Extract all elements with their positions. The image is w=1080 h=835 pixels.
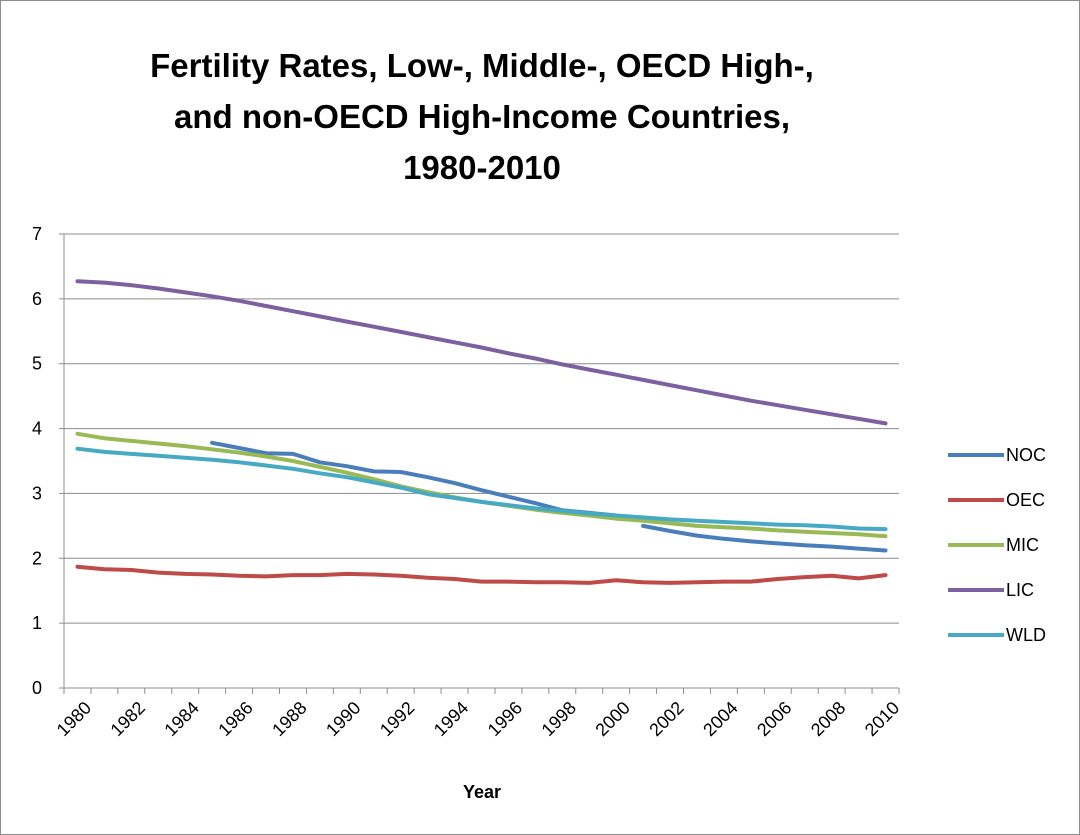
x-tick-label-1980: 1980 — [53, 698, 95, 740]
chart-title: Fertility Rates, Low-, Middle-, OECD Hig… — [150, 47, 814, 186]
legend-label-noc: NOC — [1006, 445, 1046, 465]
series-line-oec — [75, 564, 888, 585]
x-tick-label-1986: 1986 — [214, 698, 256, 740]
series-line-mic — [75, 431, 888, 539]
x-tick-label-2008: 2008 — [807, 698, 849, 740]
gridlines — [64, 233, 899, 624]
legend: NOC OEC MIC LIC WLD — [948, 445, 1046, 645]
y-tick-label-3: 3 — [32, 483, 42, 503]
x-axis-title: Year — [463, 782, 501, 802]
legend-label-oec: OEC — [1006, 490, 1045, 510]
legend-label-mic: MIC — [1006, 535, 1039, 555]
y-tick-label-2: 2 — [32, 548, 42, 568]
y-tick-label-5: 5 — [32, 354, 42, 374]
legend-label-wld: WLD — [1006, 625, 1046, 645]
series-line-wld — [75, 446, 888, 532]
y-tick-label-1: 1 — [32, 613, 42, 633]
x-tick-label-2000: 2000 — [591, 698, 633, 740]
y-tick-label-4: 4 — [32, 419, 42, 439]
series-line-noc-segment-1 — [210, 440, 619, 518]
x-tick-label-1992: 1992 — [376, 698, 418, 740]
x-tick-label-2002: 2002 — [645, 698, 687, 740]
x-tick-label-1996: 1996 — [484, 698, 526, 740]
series-lines — [75, 279, 888, 585]
x-tick-label-1988: 1988 — [268, 698, 310, 740]
x-tick-label-1984: 1984 — [160, 698, 202, 740]
x-tick-label-1994: 1994 — [430, 698, 472, 740]
chart-title-line-2: and non-OECD High-Income Countries, — [174, 98, 790, 135]
y-tick-label-0: 0 — [32, 678, 42, 698]
legend-label-lic: LIC — [1006, 580, 1034, 600]
axes — [59, 233, 900, 694]
y-tick-label-7: 7 — [32, 224, 42, 244]
x-tick-label-1990: 1990 — [322, 698, 364, 740]
x-tick-label-1998: 1998 — [538, 698, 580, 740]
x-axis-tick-labels: 1980 1982 1984 1986 1988 1990 1992 1994 1996 1998… — [53, 698, 904, 740]
y-axis-tick-labels: 0 1 2 3 4 5 6 7 — [32, 224, 42, 698]
x-tick-label-2010: 2010 — [861, 698, 903, 740]
series-line-noc-segment-2 — [641, 523, 888, 553]
x-tick-label-1982: 1982 — [107, 698, 149, 740]
series-line-lic — [75, 279, 888, 426]
chart-title-line-1: Fertility Rates, Low-, Middle-, OECD Hig… — [150, 47, 814, 84]
x-tick-label-2004: 2004 — [699, 698, 741, 740]
x-tick-label-2006: 2006 — [753, 698, 795, 740]
y-tick-label-6: 6 — [32, 289, 42, 309]
chart-title-line-3: 1980-2010 — [403, 149, 561, 186]
